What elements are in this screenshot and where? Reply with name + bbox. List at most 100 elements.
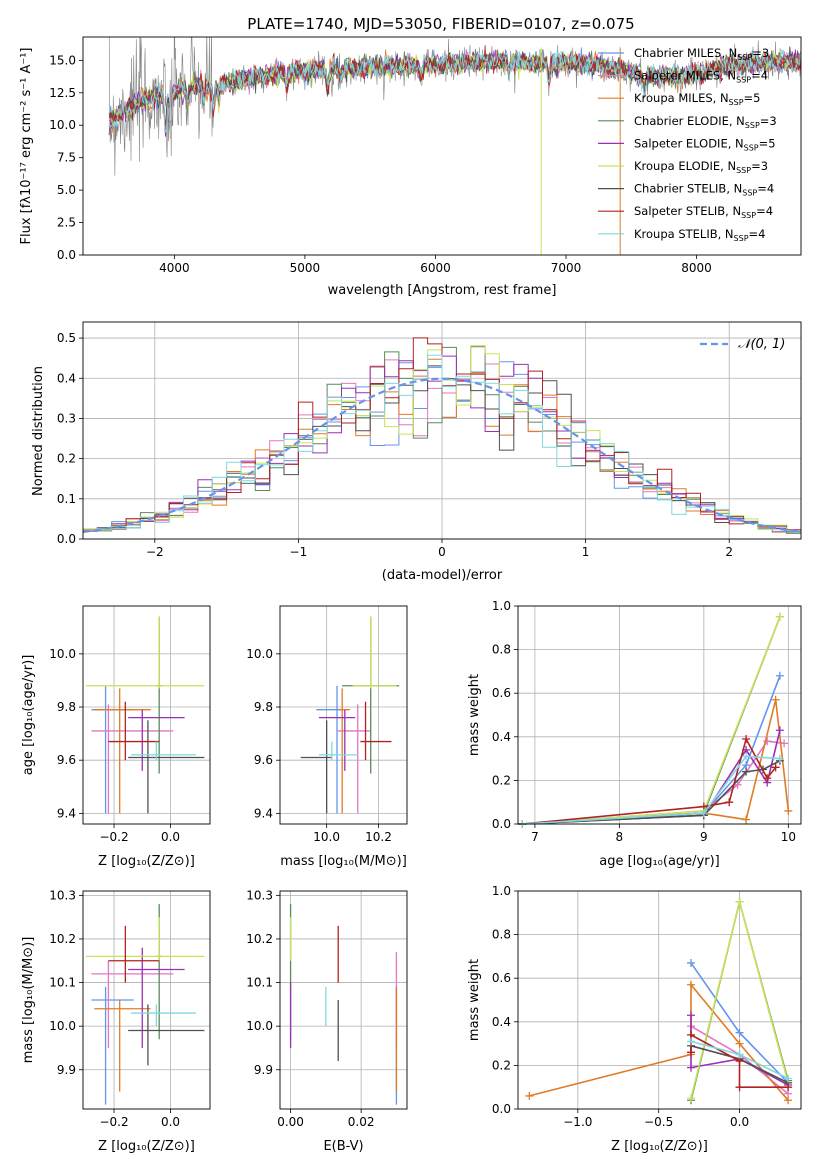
spectrum-model-line (109, 48, 801, 135)
x-tick-label: 0.00 (277, 1115, 304, 1129)
age-vs-Z-xlabel: Z [log₁₀(Z/Z⊙)] (98, 854, 195, 869)
weight-line (522, 755, 780, 825)
weight-marker (742, 752, 751, 761)
weight-vs-Z-ylabel: mass weight (467, 959, 482, 1041)
legend-count: =4 (757, 182, 774, 196)
axes-frame (82, 605, 211, 825)
weight-marker (733, 780, 742, 789)
normal-curve (83, 377, 801, 534)
weight-marker (687, 1094, 696, 1103)
spectrum-ylabel: Flux [fλ10⁻¹⁷ erg cm⁻² s⁻¹ A⁻¹] (19, 48, 34, 245)
age-vs-Z-ylabel: age [log₁₀(age/yr)] (21, 655, 36, 776)
weight-marker (735, 1039, 744, 1048)
weight-vs-Z-xlabel: Z [log₁₀(Z/Z⊙)] (611, 1139, 708, 1154)
y-tick-label: 10.0 (246, 1019, 273, 1033)
y-tick-label: 9.4 (57, 806, 76, 820)
weight-line (522, 616, 781, 825)
y-tick-label: 0.2 (492, 773, 511, 787)
x-tick-label: 0.0 (730, 1115, 749, 1129)
weight-marker (687, 1048, 696, 1057)
weight-marker (699, 809, 708, 818)
mass-vs-Z-errorbars (85, 904, 205, 1105)
weight-marker (742, 815, 751, 824)
residual-xlabel: (data-model)/error (382, 568, 503, 583)
x-tick-label: 7000 (551, 261, 582, 275)
age-vs-mass-errorbars (300, 616, 400, 814)
weight-marker (687, 958, 696, 967)
legend-sub: SSP (742, 189, 757, 198)
mass-vs-EBV-xlabel: E(B-V) (323, 1139, 363, 1154)
mass-vs-Z-axes: −0.2 0.0 9.9 10.0 10.1 10.2 10.3 (49, 888, 210, 1129)
legend-label: Chabrier STELIB, NSSP=4 (634, 182, 774, 198)
legend-label: Salpeter ELODIE, NSSP=5 (634, 136, 776, 152)
y-tick-label: 0.2 (492, 1058, 511, 1072)
spectrum-legend: Chabrier MILES, NSSP=3 Salpeter MILES, NS… (598, 46, 777, 243)
residuals-axes: −2 −1 0 1 2 0.0 0.1 0.2 0.3 0.4 0.5 (57, 322, 801, 559)
spectrum-xlabel: wavelength [Angstrom, rest frame] (328, 283, 557, 298)
weight-marker (725, 798, 734, 807)
weight-line (522, 699, 790, 825)
y-tick-label: 1.0 (492, 884, 511, 898)
x-tick-label: 2 (725, 545, 733, 559)
weight-vs-age-axes: 7 8 9 10 0.0 0.2 0.4 0.6 0.8 1.0 (492, 599, 801, 844)
x-tick-label: 10.2 (365, 830, 392, 844)
weight-marker (763, 737, 772, 746)
legend-sub: SSP (745, 121, 760, 130)
x-tick-label: 6000 (420, 261, 451, 275)
figure-title: PLATE=1740, MJD=53050, FIBERID=0107, z=0… (247, 15, 634, 33)
mass-vs-Z-xlabel: Z [log₁₀(Z/Z⊙)] (98, 1139, 195, 1154)
legend-sub: SSP (737, 53, 752, 62)
legend-label: Kroupa ELODIE, NSSP=3 (634, 159, 768, 175)
axes-frame (82, 321, 802, 540)
x-tick-label: −1 (290, 545, 308, 559)
y-tick-label: 9.9 (254, 1063, 273, 1077)
y-tick-label: 12.5 (49, 86, 76, 100)
legend-sub: SSP (736, 166, 751, 175)
y-tick-label: 0.6 (492, 686, 511, 700)
weight-line (522, 675, 781, 825)
legend-label: Salpeter STELIB, NSSP=4 (634, 204, 773, 220)
x-tick-label: −0.2 (99, 1115, 128, 1129)
y-tick-label: 10.2 (49, 932, 76, 946)
y-tick-label: 10.0 (49, 647, 76, 661)
x-tick-label: 8 (616, 830, 624, 844)
weight-marker (771, 695, 780, 704)
weight-marker (784, 1074, 793, 1083)
legend-label: 𝒩(0, 1) (738, 337, 785, 352)
x-tick-label: −2 (146, 545, 164, 559)
y-tick-label: 9.6 (254, 753, 273, 767)
legend-count: =4 (756, 204, 773, 218)
y-tick-label: 10.0 (49, 1019, 76, 1033)
age-vs-mass-xlabel: mass [log₁₀(M/M⊙)] (280, 854, 407, 869)
weight-marker (784, 1083, 793, 1092)
x-tick-label: 4000 (159, 261, 190, 275)
residual-ylabel: Normed distribution (31, 366, 46, 496)
y-tick-label: 0.3 (57, 411, 76, 425)
y-tick-label: 10.2 (246, 932, 273, 946)
weight-marker (525, 1091, 534, 1100)
weight-marker (687, 1037, 696, 1046)
weight-marker (687, 1063, 696, 1072)
y-tick-label: 0.5 (57, 331, 76, 345)
weight-marker (775, 726, 784, 735)
y-tick-label: 0.0 (492, 817, 511, 831)
age-vs-Z-errorbars (85, 616, 205, 814)
legend-count: =5 (744, 91, 761, 105)
weight-marker (687, 980, 696, 989)
y-tick-label: 2.5 (57, 216, 76, 230)
y-tick-label: 9.6 (57, 753, 76, 767)
weight-marker (735, 1050, 744, 1059)
weight-marker (687, 1011, 696, 1020)
age-vs-Z-axes: −0.2 0.0 9.4 9.6 9.8 10.0 (49, 606, 210, 844)
residual-steps (83, 337, 801, 534)
x-tick-label: 0.0 (161, 1115, 180, 1129)
spectrum-model-line (108, 45, 801, 130)
y-tick-label: 0.4 (492, 730, 511, 744)
mass-vs-EBV-errorbars (289, 904, 398, 1105)
y-tick-label: 10.0 (49, 118, 76, 132)
weight-line (522, 736, 777, 825)
y-tick-label: 0.8 (492, 928, 511, 942)
weight-vs-age-xlabel: age [log₁₀(age/yr)] (599, 854, 720, 869)
legend-count: =4 (751, 69, 768, 83)
